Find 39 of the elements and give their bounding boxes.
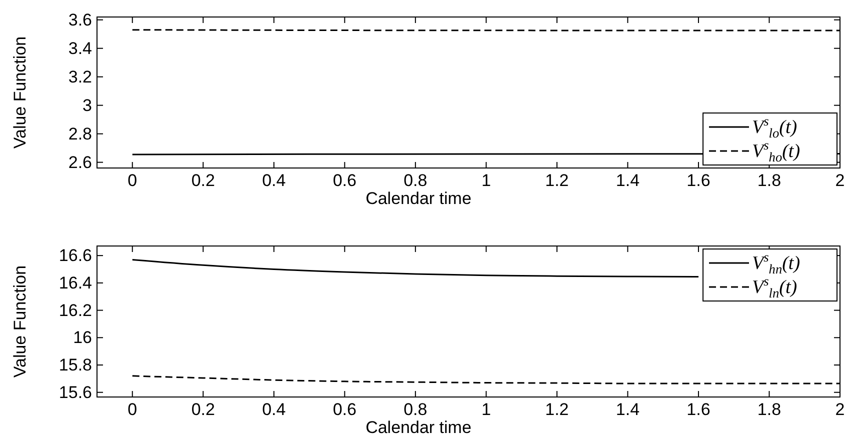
line-series xyxy=(132,258,700,278)
y-tick-label: 3 xyxy=(82,96,92,115)
y-tick-label: 3.4 xyxy=(68,38,92,58)
x-tick-label: 0.4 xyxy=(262,171,286,190)
y-tick-label: 2.6 xyxy=(68,152,92,172)
x-tick-label: 1.2 xyxy=(545,171,569,190)
y-tick-label: 16.4 xyxy=(58,273,92,292)
x-axis-title: Calendar time xyxy=(366,189,472,208)
x-tick-label: 1.8 xyxy=(757,400,782,419)
x-tick-label: 1.8 xyxy=(757,171,782,190)
x-tick-label: 0.2 xyxy=(191,400,215,419)
y-tick-label: 15.6 xyxy=(58,382,92,402)
x-tick-label: 0 xyxy=(128,171,138,190)
y-axis-title: Value Function xyxy=(10,36,30,149)
x-tick-label: 0.8 xyxy=(404,171,428,190)
x-tick-label: 1.6 xyxy=(686,171,710,190)
x-tick-label: 1.4 xyxy=(616,171,640,190)
x-tick-label: 0.4 xyxy=(262,400,286,419)
x-tick-label: 1.2 xyxy=(545,400,569,419)
y-axis-title: Value Function xyxy=(10,265,30,378)
x-tick-label: 0.6 xyxy=(332,400,356,419)
y-tick-label: 3.2 xyxy=(68,67,92,86)
x-axis-title: Calendar time xyxy=(366,418,472,437)
x-tick-label: 1 xyxy=(481,171,491,190)
x-tick-label: 1 xyxy=(481,400,491,419)
x-tick-label: 0.2 xyxy=(191,171,215,190)
y-tick-label: 16.6 xyxy=(58,246,92,266)
x-tick-label: 1.4 xyxy=(616,400,640,419)
x-tick-label: 0.6 xyxy=(332,171,356,190)
x-tick-label: 2 xyxy=(835,171,845,190)
y-tick-label: 2.8 xyxy=(68,124,92,144)
x-tick-label: 0.8 xyxy=(404,400,428,419)
y-tick-label: 15.8 xyxy=(58,355,92,374)
y-tick-label: 3.6 xyxy=(68,10,92,30)
y-tick-label: 16.2 xyxy=(58,300,92,320)
x-tick-label: 1.6 xyxy=(686,400,710,419)
x-tick-label: 0 xyxy=(128,400,138,419)
y-tick-label: 16 xyxy=(73,328,92,348)
x-tick-label: 2 xyxy=(835,400,845,419)
